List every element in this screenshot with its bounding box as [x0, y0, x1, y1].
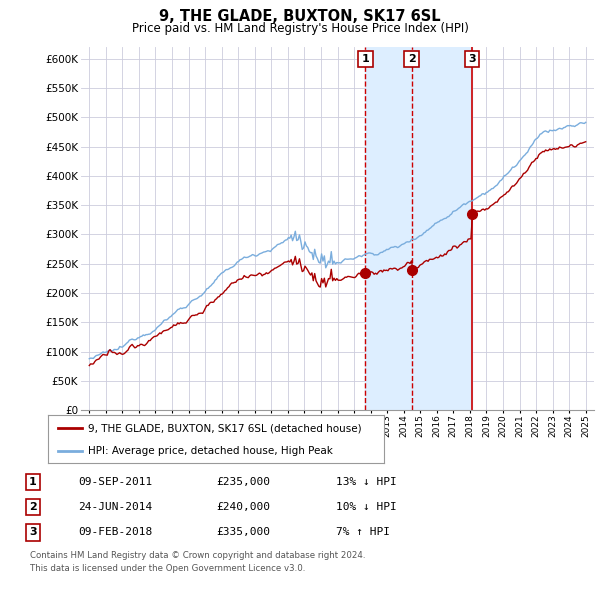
Text: Contains HM Land Registry data © Crown copyright and database right 2024.: Contains HM Land Registry data © Crown c… [30, 551, 365, 560]
Text: 1: 1 [362, 54, 370, 64]
Text: £240,000: £240,000 [216, 502, 270, 512]
Text: 09-SEP-2011: 09-SEP-2011 [78, 477, 152, 487]
Bar [365, 47, 472, 410]
Text: HPI: Average price, detached house, High Peak: HPI: Average price, detached house, High… [88, 446, 333, 456]
Text: 9, THE GLADE, BUXTON, SK17 6SL: 9, THE GLADE, BUXTON, SK17 6SL [159, 9, 441, 24]
Text: 10% ↓ HPI: 10% ↓ HPI [336, 502, 397, 512]
Text: 3: 3 [29, 527, 37, 537]
Text: 7% ↑ HPI: 7% ↑ HPI [336, 527, 390, 537]
Text: This data is licensed under the Open Government Licence v3.0.: This data is licensed under the Open Gov… [30, 564, 305, 573]
Text: 2: 2 [29, 502, 37, 512]
Text: Price paid vs. HM Land Registry's House Price Index (HPI): Price paid vs. HM Land Registry's House … [131, 22, 469, 35]
Text: 2: 2 [408, 54, 416, 64]
Text: 9, THE GLADE, BUXTON, SK17 6SL (detached house): 9, THE GLADE, BUXTON, SK17 6SL (detached… [88, 423, 362, 433]
Text: £335,000: £335,000 [216, 527, 270, 537]
Text: 13% ↓ HPI: 13% ↓ HPI [336, 477, 397, 487]
Text: 1: 1 [29, 477, 37, 487]
Text: £235,000: £235,000 [216, 477, 270, 487]
Text: 3: 3 [468, 54, 476, 64]
Text: 09-FEB-2018: 09-FEB-2018 [78, 527, 152, 537]
Text: 24-JUN-2014: 24-JUN-2014 [78, 502, 152, 512]
